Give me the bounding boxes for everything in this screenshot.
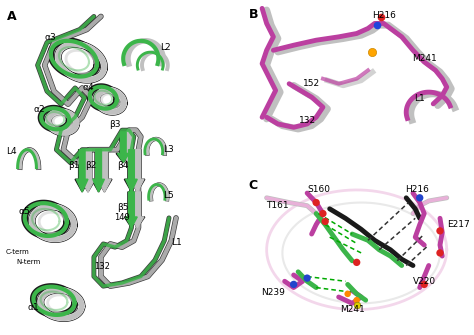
Text: S160: S160 bbox=[307, 186, 330, 194]
Point bbox=[416, 195, 423, 200]
Text: B: B bbox=[248, 8, 258, 21]
Point bbox=[420, 282, 428, 287]
Point bbox=[312, 200, 320, 205]
Text: β1: β1 bbox=[68, 161, 80, 171]
Point bbox=[353, 302, 360, 308]
Point bbox=[344, 291, 351, 296]
Text: β2: β2 bbox=[85, 161, 96, 171]
Point bbox=[378, 14, 385, 19]
FancyArrow shape bbox=[93, 150, 104, 192]
Text: M241: M241 bbox=[412, 54, 437, 63]
Point bbox=[290, 282, 298, 287]
Text: L3: L3 bbox=[164, 145, 174, 154]
FancyArrow shape bbox=[126, 192, 137, 228]
Point bbox=[369, 49, 376, 55]
FancyArrow shape bbox=[82, 150, 95, 192]
Text: α1: α1 bbox=[27, 303, 39, 312]
Text: β5: β5 bbox=[118, 203, 129, 212]
FancyArrow shape bbox=[75, 150, 89, 192]
Point bbox=[436, 250, 444, 256]
FancyArrow shape bbox=[97, 150, 112, 192]
Text: 149: 149 bbox=[114, 213, 130, 222]
Point bbox=[353, 297, 360, 303]
FancyArrow shape bbox=[126, 150, 137, 192]
Text: M241: M241 bbox=[340, 305, 365, 314]
Point bbox=[436, 228, 444, 233]
Point bbox=[321, 219, 329, 224]
Text: H216: H216 bbox=[406, 186, 429, 194]
FancyArrow shape bbox=[76, 150, 88, 192]
Text: N-term: N-term bbox=[16, 259, 40, 265]
FancyArrow shape bbox=[131, 192, 144, 228]
Text: 132: 132 bbox=[94, 262, 110, 271]
Point bbox=[303, 275, 311, 281]
FancyArrow shape bbox=[130, 150, 145, 192]
Text: α4: α4 bbox=[82, 83, 94, 92]
FancyArrow shape bbox=[118, 132, 129, 163]
Text: L1: L1 bbox=[171, 238, 182, 247]
Text: A: A bbox=[7, 10, 17, 23]
Text: L5: L5 bbox=[164, 191, 174, 200]
Text: L2: L2 bbox=[160, 43, 171, 52]
Text: T161: T161 bbox=[266, 201, 289, 210]
Text: N239: N239 bbox=[262, 288, 285, 297]
Text: L1: L1 bbox=[414, 94, 425, 103]
Point bbox=[373, 22, 381, 28]
FancyArrow shape bbox=[124, 150, 138, 192]
Text: L4: L4 bbox=[7, 147, 17, 156]
FancyArrow shape bbox=[81, 150, 96, 192]
Text: β3: β3 bbox=[109, 120, 121, 129]
Text: α2: α2 bbox=[34, 105, 46, 114]
Point bbox=[319, 211, 327, 216]
FancyArrow shape bbox=[116, 132, 130, 163]
Text: V220: V220 bbox=[413, 277, 436, 286]
FancyArrow shape bbox=[124, 192, 138, 228]
FancyArrow shape bbox=[98, 150, 111, 192]
Text: E217: E217 bbox=[447, 220, 469, 229]
Text: C: C bbox=[248, 179, 258, 192]
Text: β4: β4 bbox=[118, 161, 129, 171]
Point bbox=[353, 260, 360, 265]
FancyArrow shape bbox=[91, 150, 106, 192]
Text: H216: H216 bbox=[372, 11, 396, 19]
Text: 152: 152 bbox=[303, 79, 320, 88]
FancyArrow shape bbox=[123, 132, 136, 163]
Text: 132: 132 bbox=[299, 116, 316, 125]
Text: C-term: C-term bbox=[6, 249, 29, 255]
FancyArrow shape bbox=[130, 192, 145, 228]
FancyArrow shape bbox=[131, 150, 144, 192]
Text: α3: α3 bbox=[45, 33, 56, 42]
Text: α5: α5 bbox=[18, 207, 30, 216]
FancyArrow shape bbox=[122, 132, 137, 163]
